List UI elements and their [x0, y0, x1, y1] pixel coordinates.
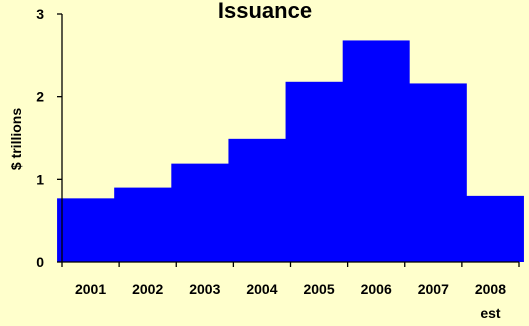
x-tick-label: 2003 — [189, 281, 220, 297]
y-axis-label: $ trillions — [8, 108, 24, 170]
bars-group — [57, 40, 524, 263]
bar-2002 — [114, 187, 182, 262]
bar-2006 — [342, 40, 410, 263]
x-tick-label: 2007 — [418, 281, 449, 297]
x-tick-label: 2008 — [475, 281, 506, 297]
bar-2001 — [57, 198, 125, 262]
x-tick-label: 2002 — [132, 281, 163, 297]
x-axis: 2001 2002 2003 2004 2005 2006 2007 2008 est — [61, 261, 520, 321]
y-axis: 0 1 2 3 — [36, 6, 63, 270]
bar-2004 — [228, 138, 296, 262]
x-tick-label: 2005 — [303, 281, 334, 297]
bar-2008 — [456, 195, 524, 262]
y-tick-label: 2 — [36, 89, 44, 105]
bar-2005 — [285, 81, 353, 262]
x-tick-label: 2004 — [246, 281, 277, 297]
x-tick-label: 2001 — [75, 281, 106, 297]
y-tick-label: 0 — [36, 254, 44, 270]
x-tick-label: 2006 — [361, 281, 392, 297]
bar-2007 — [399, 83, 467, 262]
bar-2003 — [171, 163, 239, 262]
y-tick-label: 1 — [36, 171, 44, 187]
chart-title: Issuance — [218, 0, 312, 23]
y-tick-label: 3 — [36, 6, 44, 22]
x-tick-sublabel: est — [480, 305, 501, 321]
